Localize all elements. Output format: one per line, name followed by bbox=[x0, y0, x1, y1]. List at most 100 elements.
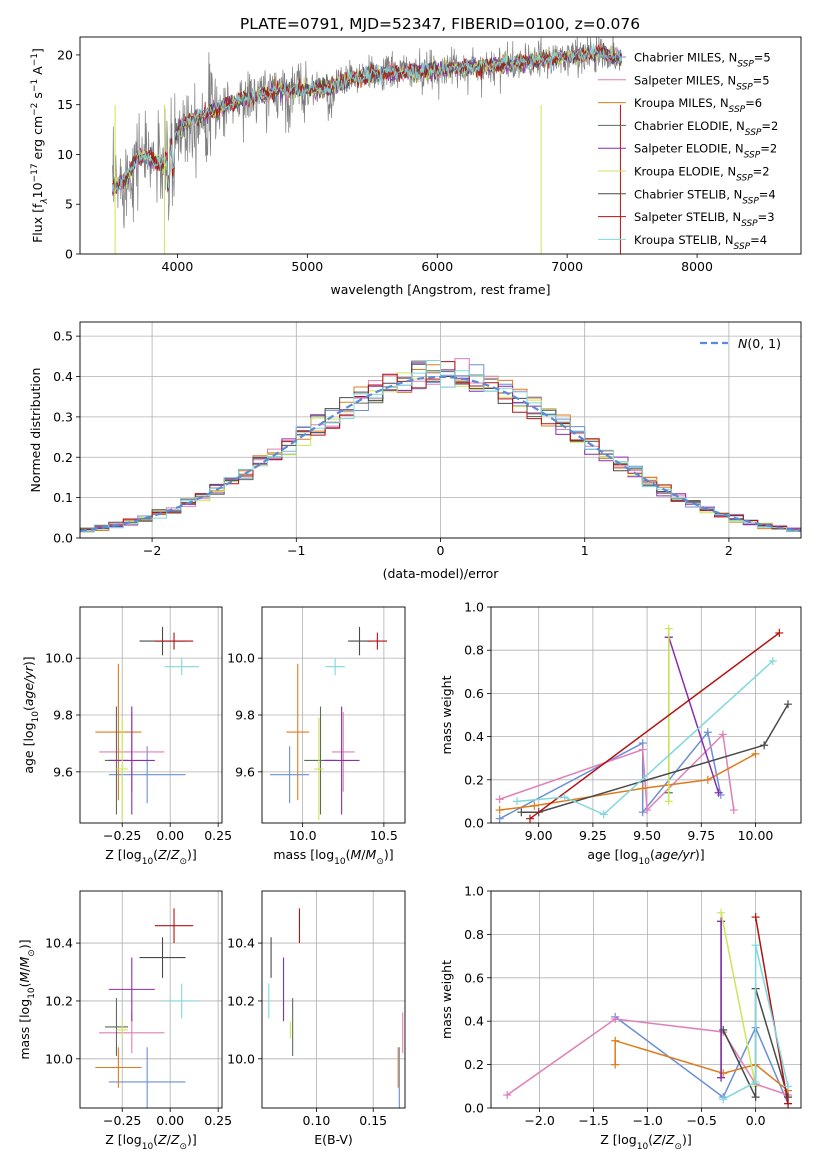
label-part: ( bbox=[153, 847, 158, 862]
label-part: Z bbox=[157, 1132, 167, 1147]
label-part: Z bbox=[170, 1132, 180, 1147]
label-part: SSP bbox=[737, 60, 754, 70]
y-tick-label: 0.8 bbox=[464, 643, 484, 658]
label-part: 10 bbox=[30, 182, 45, 198]
weight-marker bbox=[638, 784, 647, 793]
label-part: Kroupa ELODIE, N bbox=[634, 165, 736, 179]
label-part: SSP bbox=[744, 151, 761, 161]
weight-marker bbox=[611, 1060, 620, 1069]
weight-marker bbox=[751, 749, 760, 758]
weight-marker bbox=[714, 788, 723, 797]
label-part: SSP bbox=[736, 174, 753, 184]
legend-label-salpeter_miles: Salpeter MILES, NSSP=5 bbox=[634, 73, 770, 92]
x-tick-label: 9.00 bbox=[525, 828, 553, 843]
y-tick-label: 0.5 bbox=[53, 329, 73, 344]
label-part: erg cm bbox=[30, 116, 45, 164]
y-axis-label: mass weight bbox=[439, 960, 454, 1039]
errorbar-kroupa_elodie bbox=[116, 1021, 128, 1039]
legend-label-kroupa_elodie: Kroupa ELODIE, NSSP=2 bbox=[634, 165, 770, 184]
weight-series-kroupa_stelib bbox=[513, 657, 777, 819]
y-axis-label: mass [log10(M/M⊙)] bbox=[17, 939, 37, 1059]
weight-marker bbox=[530, 801, 539, 810]
y-tick-label: 10.0 bbox=[45, 1051, 73, 1066]
label-part: =3 bbox=[758, 210, 775, 224]
weight-marker bbox=[717, 1073, 726, 1082]
x-tick-label: −1.5 bbox=[578, 1113, 608, 1128]
x-tick-label: 2 bbox=[725, 543, 733, 558]
axes-residuals: −2 −1 0 1 2 0.0 0.1 0.2 0.3 0.4 0.5 (data-model)/er… bbox=[28, 321, 802, 581]
weight-series-salpeter_miles bbox=[495, 730, 738, 815]
label-part: 10 bbox=[637, 1142, 649, 1152]
axes-frame bbox=[261, 606, 406, 824]
x-tick-label: 0.15 bbox=[359, 1113, 387, 1128]
y-tick-label: 9.8 bbox=[53, 708, 73, 723]
label-part: λ bbox=[40, 198, 50, 204]
axes-frame bbox=[79, 321, 802, 539]
y-tick-label: 15 bbox=[57, 97, 73, 112]
x-tick-label: −0.25 bbox=[103, 1113, 141, 1128]
legend-label-kroupa_miles: Kroupa MILES, NSSP=6 bbox=[634, 96, 762, 115]
label-part: Z bbox=[157, 847, 167, 862]
weight-marker bbox=[719, 1095, 728, 1104]
weight-marker bbox=[664, 624, 673, 633]
x-tick-label: 0.0 bbox=[746, 1113, 766, 1128]
plot-area-age_vs_mass bbox=[270, 626, 388, 821]
weight-line bbox=[521, 703, 789, 813]
weight-series-salpeter_elodie bbox=[717, 917, 726, 1082]
weight-marker bbox=[611, 1015, 620, 1024]
x-tick-label: 0 bbox=[437, 543, 445, 558]
label-part: )] bbox=[187, 1132, 197, 1147]
weight-line bbox=[722, 945, 789, 1100]
label-part: 10 bbox=[142, 857, 154, 867]
errorbar-salpeter_stelib bbox=[367, 632, 388, 650]
y-tick-label: 0.6 bbox=[464, 970, 484, 985]
label-part: )] bbox=[187, 847, 197, 862]
weight-line bbox=[720, 912, 757, 1087]
weight-marker bbox=[703, 775, 712, 784]
legend-label-salpeter_stelib: Salpeter STELIB, NSSP=3 bbox=[634, 210, 775, 229]
weight-marker bbox=[643, 806, 652, 815]
label-part: 10 bbox=[334, 857, 346, 867]
y-tick-label: 10.0 bbox=[227, 651, 255, 666]
label-part: ] bbox=[30, 48, 45, 53]
label-part: Chabrier STELIB, N bbox=[634, 187, 742, 201]
weight-marker bbox=[611, 1036, 620, 1045]
label-part: ( bbox=[21, 706, 36, 711]
axes-mass_weight_vs_age: 9.00 9.25 9.50 9.75 10.00 0.0 0.2 0.4 0.6 0.8 1.0 a… bbox=[439, 600, 802, 867]
x-tick-label: −2 bbox=[143, 543, 161, 558]
x-axis-label: E(B-V) bbox=[314, 1132, 353, 1147]
x-axis-label: (data-model)/error bbox=[383, 566, 500, 581]
legend-label-chabrier_stelib: Chabrier STELIB, NSSP=4 bbox=[634, 187, 776, 206]
errorbar-salpeter_stelib bbox=[154, 632, 194, 650]
weight-line bbox=[499, 753, 756, 811]
legend-label-chabrier_elodie: Chabrier ELODIE, NSSP=2 bbox=[634, 119, 778, 138]
y-tick-label: 10.2 bbox=[45, 993, 73, 1008]
label-part: age/yr bbox=[655, 847, 696, 862]
weight-series-chabrier_stelib bbox=[517, 700, 792, 817]
weight-line bbox=[516, 660, 774, 816]
errorbar-kroupa_miles bbox=[95, 663, 142, 801]
label-part: ⊙ bbox=[27, 949, 37, 957]
axes-mass_vs_ebv: 0.10 0.15 10.0 10.2 10.4 E(B-V) bbox=[227, 890, 406, 1147]
y-tick-label: 0.2 bbox=[464, 772, 484, 787]
y-axis-label: Normed distribution bbox=[28, 368, 43, 493]
errorbar-chabrier_stelib bbox=[348, 626, 371, 656]
x-tick-label: 1 bbox=[581, 543, 589, 558]
label-part: =6 bbox=[745, 96, 762, 110]
label-part: M bbox=[351, 847, 362, 862]
weight-marker bbox=[784, 1082, 793, 1091]
y-tick-label: 0.2 bbox=[53, 450, 73, 465]
x-tick-label: −0.5 bbox=[686, 1113, 716, 1128]
label-part: age [log bbox=[21, 722, 36, 773]
weight-marker bbox=[768, 657, 777, 665]
weight-series-chabrier_miles bbox=[495, 728, 725, 823]
y-tick-label: 5 bbox=[65, 197, 73, 212]
y-tick-label: 9.6 bbox=[53, 764, 73, 779]
x-tick-label: −2.0 bbox=[524, 1113, 554, 1128]
x-tick-label: 0.25 bbox=[204, 828, 232, 843]
x-axis-label: mass [log10(M/M⊙)] bbox=[273, 847, 393, 867]
y-axis-label-group: Flux [fλ10−17 erg cm−2 s−1 A−1] bbox=[30, 48, 50, 243]
label-part: Z [log bbox=[105, 847, 141, 862]
